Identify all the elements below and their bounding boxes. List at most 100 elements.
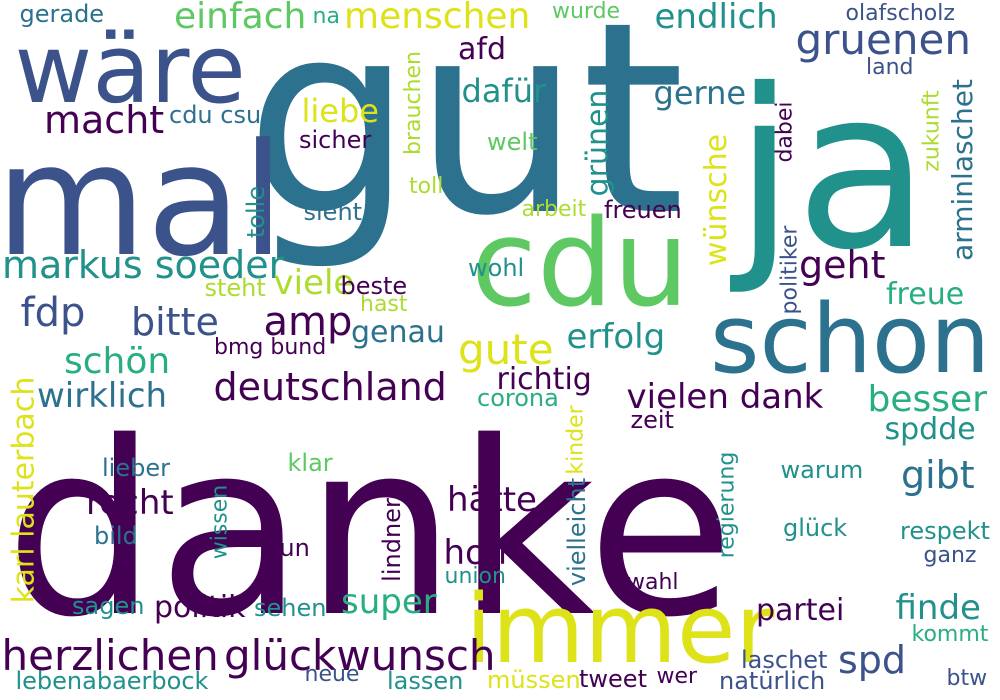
word-vielen-dank: vielen dank (626, 377, 824, 417)
word-wissen: wissen (206, 484, 232, 560)
word-welt: welt (487, 128, 538, 156)
word-na: na (312, 4, 340, 29)
word-regierung: regierung (713, 451, 739, 559)
word-laschet: laschet (741, 646, 828, 674)
word-hast: hast (360, 292, 408, 317)
word-union: union (444, 564, 506, 589)
word-respekt: respekt (900, 517, 990, 545)
word-super: super (341, 582, 437, 622)
word-beste: beste (340, 272, 408, 300)
word-hätte: hätte (447, 480, 537, 520)
word-zukunft: zukunft (919, 90, 945, 172)
word-spdde: spdde (884, 412, 976, 447)
word-gut: gut (245, 0, 686, 274)
word-arbeit: arbeit (521, 197, 587, 222)
word-glückwunsch: glückwunsch (224, 631, 496, 680)
word-amp: amp (263, 299, 353, 345)
word-macht: macht (44, 98, 165, 142)
word-endlich: endlich (654, 0, 778, 37)
word-herzlichen: herzlichen (1, 631, 219, 680)
word-gerne: gerne (653, 74, 747, 112)
word-corona: corona (477, 384, 559, 412)
word-natürlich: natürlich (719, 667, 826, 695)
word-brauchen: brauchen (400, 51, 426, 155)
word-kommt: kommt (911, 622, 989, 647)
word-danke: danke (5, 390, 735, 670)
word-freue: freue (886, 277, 965, 312)
word-ja: ja (734, 42, 930, 298)
word-wünsche: wünsche (699, 133, 735, 267)
word-besser: besser (867, 379, 987, 420)
word-tolle: tolle (242, 185, 271, 239)
word-bild: bild (94, 522, 138, 550)
word-tun: tun (270, 534, 310, 562)
word-sehen: sehen (254, 594, 327, 622)
word-politik: politik (154, 590, 246, 625)
word-immer: immer (465, 574, 775, 685)
word-warum: warum (780, 456, 864, 484)
word-politiker: politiker (776, 225, 802, 315)
word-hoffe: hoffe (443, 533, 531, 573)
word-kinder: kinder (563, 405, 589, 475)
word-gute: gute (458, 325, 554, 374)
word-müssen: müssen (487, 666, 581, 694)
word-tweet: tweet (579, 665, 647, 693)
word-partei: partei (756, 593, 845, 628)
word-schön: schön (64, 341, 171, 382)
word-dabei: dabei (772, 101, 798, 163)
word-wirklich: wirklich (37, 376, 168, 416)
word-glück: glück (783, 514, 848, 542)
word-btw: btw (946, 666, 988, 691)
word-afd: afd (458, 32, 506, 67)
word-einfach: einfach (174, 0, 307, 37)
word-wer: wer (656, 664, 698, 689)
word-karl-lauterbach: karl lauterbach (5, 376, 41, 604)
word-mal: mal (0, 109, 285, 291)
word-gerade: gerade (19, 0, 105, 28)
word-bitte: bitte (131, 300, 219, 344)
word-fdp: fdp (20, 290, 86, 336)
word-gibt: gibt (901, 453, 975, 497)
word-land: land (866, 55, 914, 80)
word-ganz: ganz (923, 543, 977, 568)
word-dafür: dafür (461, 72, 547, 110)
word-sieht: sieht (303, 198, 363, 226)
word-geht: geht (799, 243, 886, 287)
word-wurde: wurde (552, 0, 621, 24)
word-schon: schon (710, 284, 991, 395)
word-recht: recht (86, 483, 174, 523)
word-markus-soeder: markus soeder (2, 243, 285, 287)
word-vielleicht: vielleicht (563, 477, 592, 587)
word-arminlaschet: arminlaschet (945, 79, 979, 261)
word-lebenabaerbock: lebenabaerbock (15, 667, 209, 695)
word-wahl: wahl (627, 570, 679, 595)
word-freuen: freuen (604, 196, 682, 224)
word-cdu: cdu (471, 195, 690, 334)
word-olafscholz: olafscholz (845, 1, 955, 26)
word-genau: genau (351, 315, 445, 350)
word-spd: spd (838, 638, 907, 682)
word-bmg-bund: bmg bund (214, 335, 327, 360)
word-richtig: richtig (496, 362, 592, 397)
word-toll: toll (409, 174, 444, 199)
word-lindner: lindner (377, 498, 406, 582)
word-sagen: sagen (72, 592, 145, 620)
word-erfolg: erfolg (566, 317, 666, 357)
word-neue: neue (304, 662, 360, 687)
word-finde: finde (895, 588, 981, 628)
word-sicher: sicher (299, 126, 372, 154)
word-grünen: grünen (579, 89, 615, 197)
word-wäre: wäre (14, 14, 246, 125)
word-steht: steht (204, 274, 266, 302)
word-viele: viele (273, 263, 355, 303)
word-zeit: zeit (630, 406, 674, 434)
word-gruenen: gruenen (795, 15, 971, 64)
word-menschen: menschen (344, 0, 531, 37)
word-lassen: lassen (387, 667, 464, 695)
word-lieber: lieber (102, 454, 170, 482)
word-wohl: wohl (468, 254, 525, 282)
word-liebe: liebe (301, 92, 379, 130)
word-klar: klar (287, 449, 333, 477)
word-deutschland: deutschland (213, 365, 447, 409)
